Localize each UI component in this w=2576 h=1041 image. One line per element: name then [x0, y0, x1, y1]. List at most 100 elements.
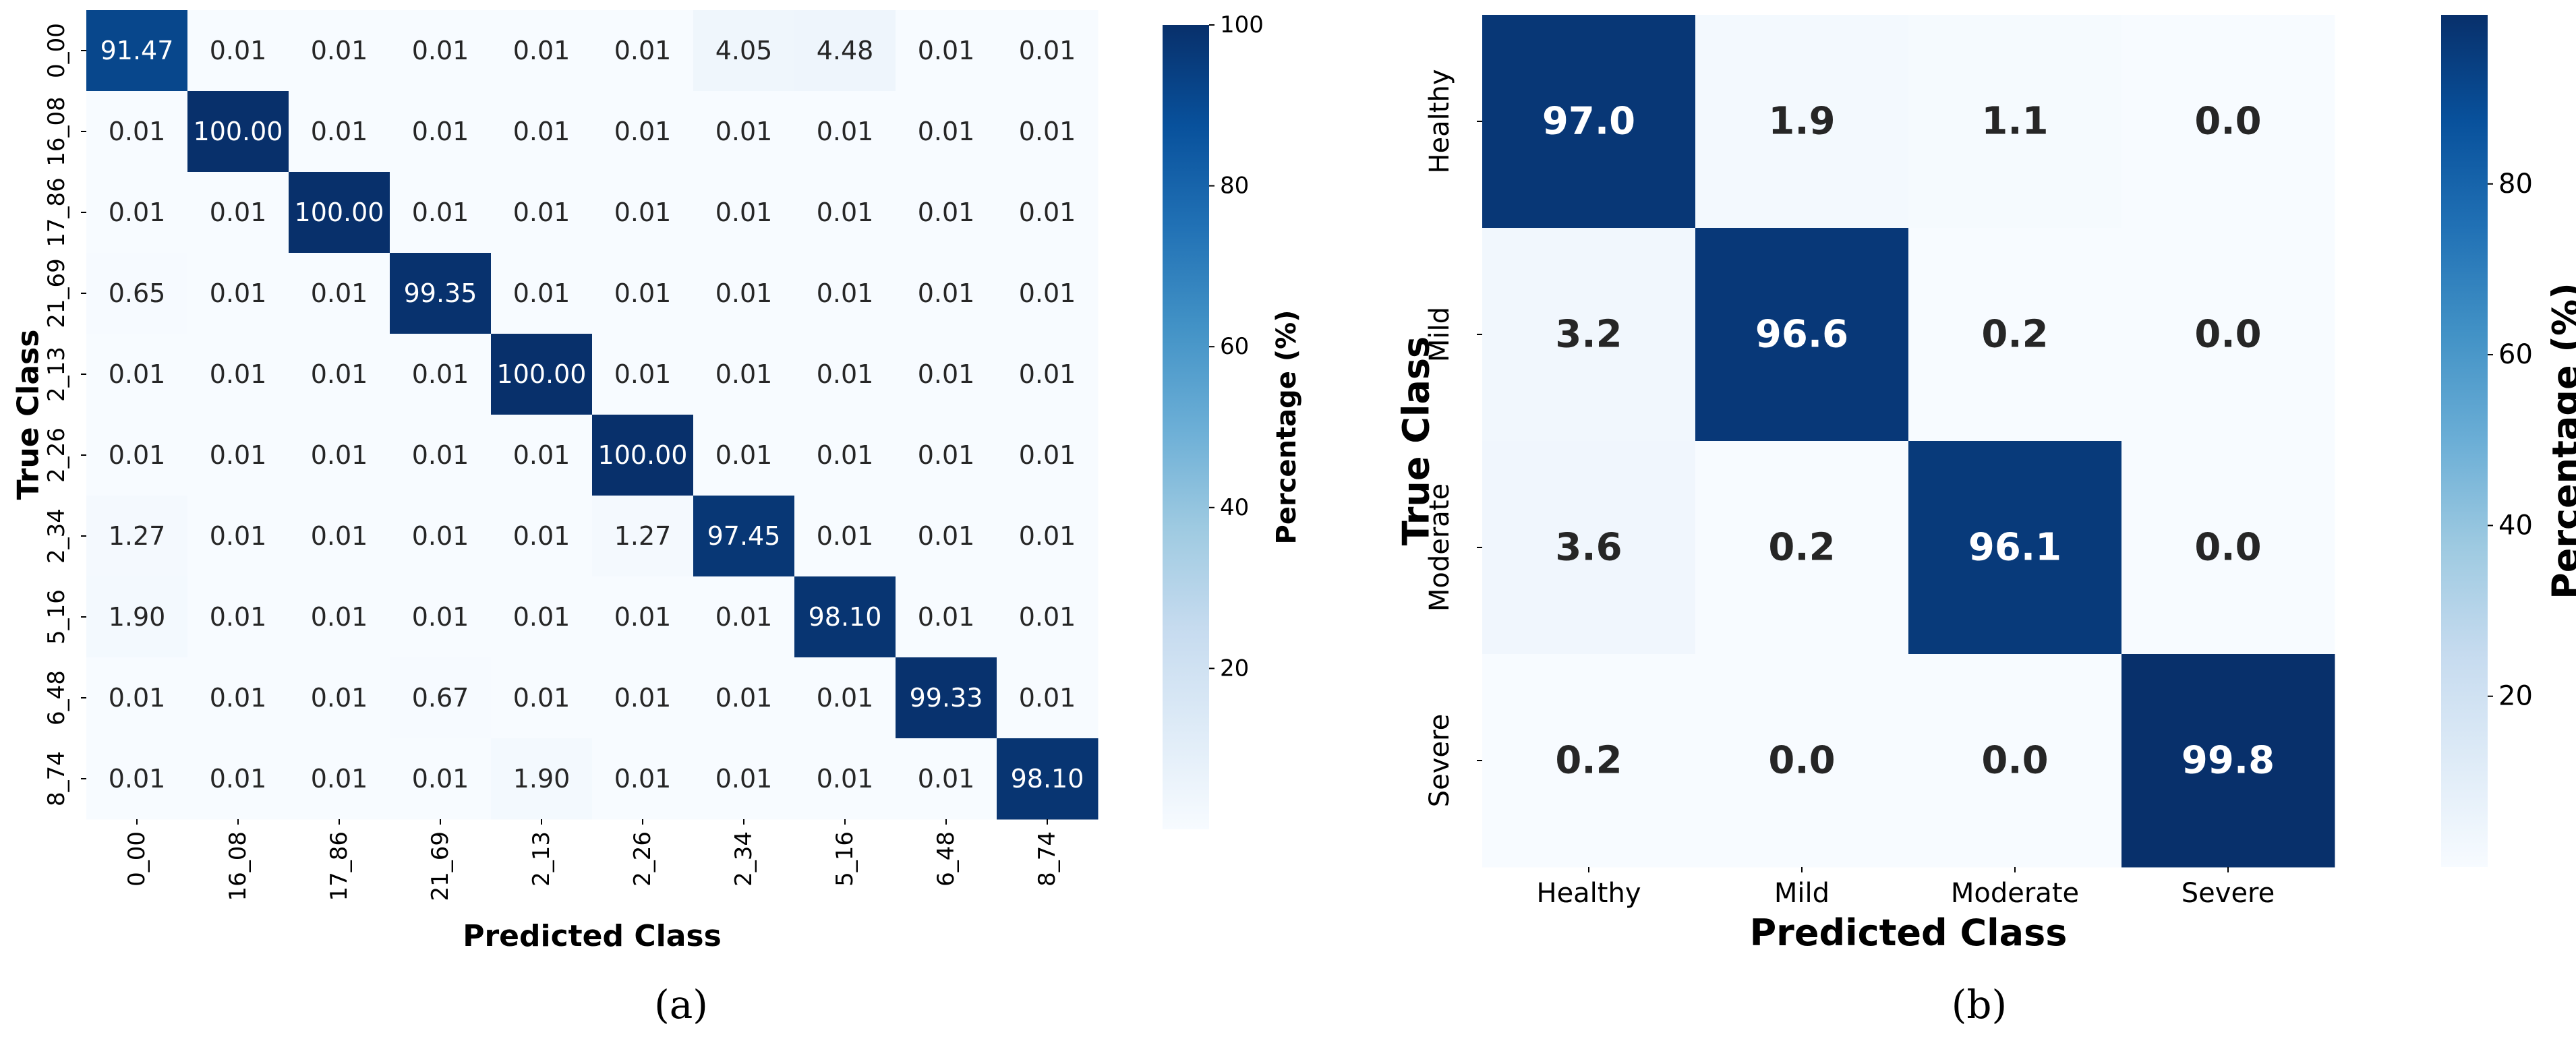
heatmap-cell-a-r0-c1 — [187, 10, 289, 92]
heatmap-cell-a-r3-c0 — [86, 253, 188, 334]
cell-value-a-r7-c1: 0.01 — [210, 602, 267, 632]
cell-value-a-r9-c1: 0.01 — [210, 764, 267, 794]
cell-value-a-r1-c6: 0.01 — [715, 117, 773, 146]
heatmap-cell-a-r3-c4 — [491, 253, 593, 334]
heatmap-cell-a-r5-c7 — [794, 415, 896, 496]
cell-value-a-r4-c8: 0.01 — [918, 359, 975, 389]
cell-value-a-r3-c4: 0.01 — [513, 278, 570, 308]
panel-label-a: (a) — [654, 982, 708, 1028]
cell-value-a-r2-c1: 0.01 — [210, 198, 267, 227]
cell-value-a-r0-c7: 4.48 — [817, 36, 874, 65]
cell-value-a-r8-c3: 0.67 — [412, 683, 469, 713]
cell-value-a-r5-c9: 0.01 — [1019, 440, 1076, 470]
heatmap-cell-a-r7-c5 — [592, 576, 694, 658]
cell-value-a-r3-c9: 0.01 — [1019, 278, 1076, 308]
cell-value-a-r4-c2: 0.01 — [311, 359, 368, 389]
y-tick-label-a-7: 5_16 — [43, 589, 70, 645]
cell-value-a-r0-c4: 0.01 — [513, 36, 570, 65]
heatmap-cell-b-r3-c2 — [1908, 654, 2122, 868]
cell-value-a-r0-c0: 91.47 — [100, 36, 174, 65]
heatmap-cell-a-r6-c4 — [491, 496, 593, 577]
x-tick-label-a-2: 17_86 — [326, 831, 353, 901]
cell-value-a-r5-c8: 0.01 — [918, 440, 975, 470]
cell-value-a-r1-c7: 0.01 — [817, 117, 874, 146]
heatmap-cell-a-r5-c8 — [896, 415, 997, 496]
colorbar-b — [2441, 15, 2488, 867]
heatmap-cell-a-r7-c3 — [390, 576, 492, 658]
heatmap-cell-a-r7-c0 — [86, 576, 188, 658]
y-tick-label-a-9: 8_74 — [43, 751, 70, 806]
panel-label-b: (b) — [1952, 982, 2007, 1028]
cell-value-a-r1-c9: 0.01 — [1019, 117, 1076, 146]
heatmap-cell-a-r5-c9 — [997, 415, 1099, 496]
cell-value-b-r0-c1: 1.9 — [1768, 100, 1835, 144]
heatmap-cell-a-r9-c3 — [390, 738, 492, 820]
colorbar-tick-label-a-2: 60 — [1220, 333, 1249, 360]
heatmap-cell-a-r5-c4 — [491, 415, 593, 496]
cell-value-a-r1-c5: 0.01 — [614, 117, 672, 146]
heatmap-cell-a-r8-c7 — [794, 657, 896, 739]
cell-value-a-r2-c6: 0.01 — [715, 198, 773, 227]
cell-value-b-r3-c3: 99.8 — [2182, 739, 2275, 783]
heatmap-cell-a-r8-c3 — [390, 657, 492, 739]
cell-value-a-r2-c9: 0.01 — [1019, 198, 1076, 227]
heatmap-cell-a-r2-c8 — [896, 172, 997, 254]
heatmap-cell-a-r5-c1 — [187, 415, 289, 496]
heatmap-cell-a-r8-c1 — [187, 657, 289, 739]
heatmap-cell-a-r1-c9 — [997, 91, 1099, 173]
heatmap-cell-a-r3-c5 — [592, 253, 694, 334]
x-tick-label-b-0: Healthy — [1536, 878, 1641, 909]
cell-value-a-r3-c5: 0.01 — [614, 278, 672, 308]
heatmap-cell-b-r3-c1 — [1695, 654, 1909, 868]
heatmap-cell-b-r1-c1 — [1695, 228, 1909, 442]
cell-value-a-r0-c8: 0.01 — [918, 36, 975, 65]
cell-value-a-r4-c6: 0.01 — [715, 359, 773, 389]
heatmap-cell-a-r8-c2 — [289, 657, 390, 739]
heatmap-cell-a-r7-c9 — [997, 576, 1099, 658]
heatmap-cell-a-r6-c2 — [289, 496, 390, 577]
cell-value-a-r1-c0: 0.01 — [109, 117, 166, 146]
cell-value-a-r9-c2: 0.01 — [311, 764, 368, 794]
heatmap-cell-a-r8-c8 — [896, 657, 997, 739]
heatmap-cell-b-r0-c1 — [1695, 15, 1909, 229]
heatmap-cell-a-r2-c7 — [794, 172, 896, 254]
cell-value-a-r8-c9: 0.01 — [1019, 683, 1076, 713]
y-tick-label-b-3: Severe — [1424, 714, 1455, 807]
cell-value-a-r6-c5: 1.27 — [614, 521, 672, 551]
heatmap-cell-a-r1-c0 — [86, 91, 188, 173]
heatmap-cell-a-r7-c7 — [794, 576, 896, 658]
cell-value-a-r6-c7: 0.01 — [817, 521, 874, 551]
y-tick-label-a-1: 16_08 — [43, 96, 70, 167]
heatmap-cell-a-r0-c2 — [289, 10, 390, 92]
cell-value-a-r7-c9: 0.01 — [1019, 602, 1076, 632]
heatmap-cell-a-r9-c2 — [289, 738, 390, 820]
cell-value-a-r0-c5: 0.01 — [614, 36, 672, 65]
heatmap-cell-a-r8-c5 — [592, 657, 694, 739]
heatmap-cell-a-r2-c9 — [997, 172, 1099, 254]
cell-value-a-r0-c3: 0.01 — [412, 36, 469, 65]
cell-value-a-r1-c3: 0.01 — [412, 117, 469, 146]
heatmap-cell-a-r4-c6 — [693, 334, 795, 415]
confusion-matrix-a: 91.47 0.01 0.01 0.01 0.01 0.01 4.05 4.48 0.01 0.0… — [11, 10, 1302, 1028]
heatmap-cell-a-r4-c9 — [997, 334, 1099, 415]
heatmap-cell-a-r0-c5 — [592, 10, 694, 92]
heatmap-cell-a-r1-c7 — [794, 91, 896, 173]
cell-value-b-r1-c1: 96.6 — [1755, 313, 1848, 357]
heatmap-cell-a-r9-c9 — [997, 738, 1099, 820]
cell-value-a-r7-c0: 1.90 — [109, 602, 166, 632]
heatmap-cell-a-r0-c3 — [390, 10, 492, 92]
x-tick-label-a-1: 16_08 — [225, 831, 252, 901]
heatmap-cell-a-r5-c6 — [693, 415, 795, 496]
heatmap-cell-a-r1-c2 — [289, 91, 390, 173]
heatmap-cell-a-r4-c0 — [86, 334, 188, 415]
cell-value-a-r9-c4: 1.90 — [513, 764, 570, 794]
heatmap-cell-a-r2-c4 — [491, 172, 593, 254]
cell-value-b-r2-c1: 0.2 — [1768, 526, 1835, 570]
heatmap-cell-a-r6-c9 — [997, 496, 1099, 577]
heatmap-cell-a-r0-c7 — [794, 10, 896, 92]
cell-value-a-r5-c2: 0.01 — [311, 440, 368, 470]
cell-value-a-r7-c4: 0.01 — [513, 602, 570, 632]
cell-value-a-r0-c2: 0.01 — [311, 36, 368, 65]
heatmap-cell-a-r4-c8 — [896, 334, 997, 415]
x-axis-label-b: Predicted Class — [1750, 912, 2068, 954]
